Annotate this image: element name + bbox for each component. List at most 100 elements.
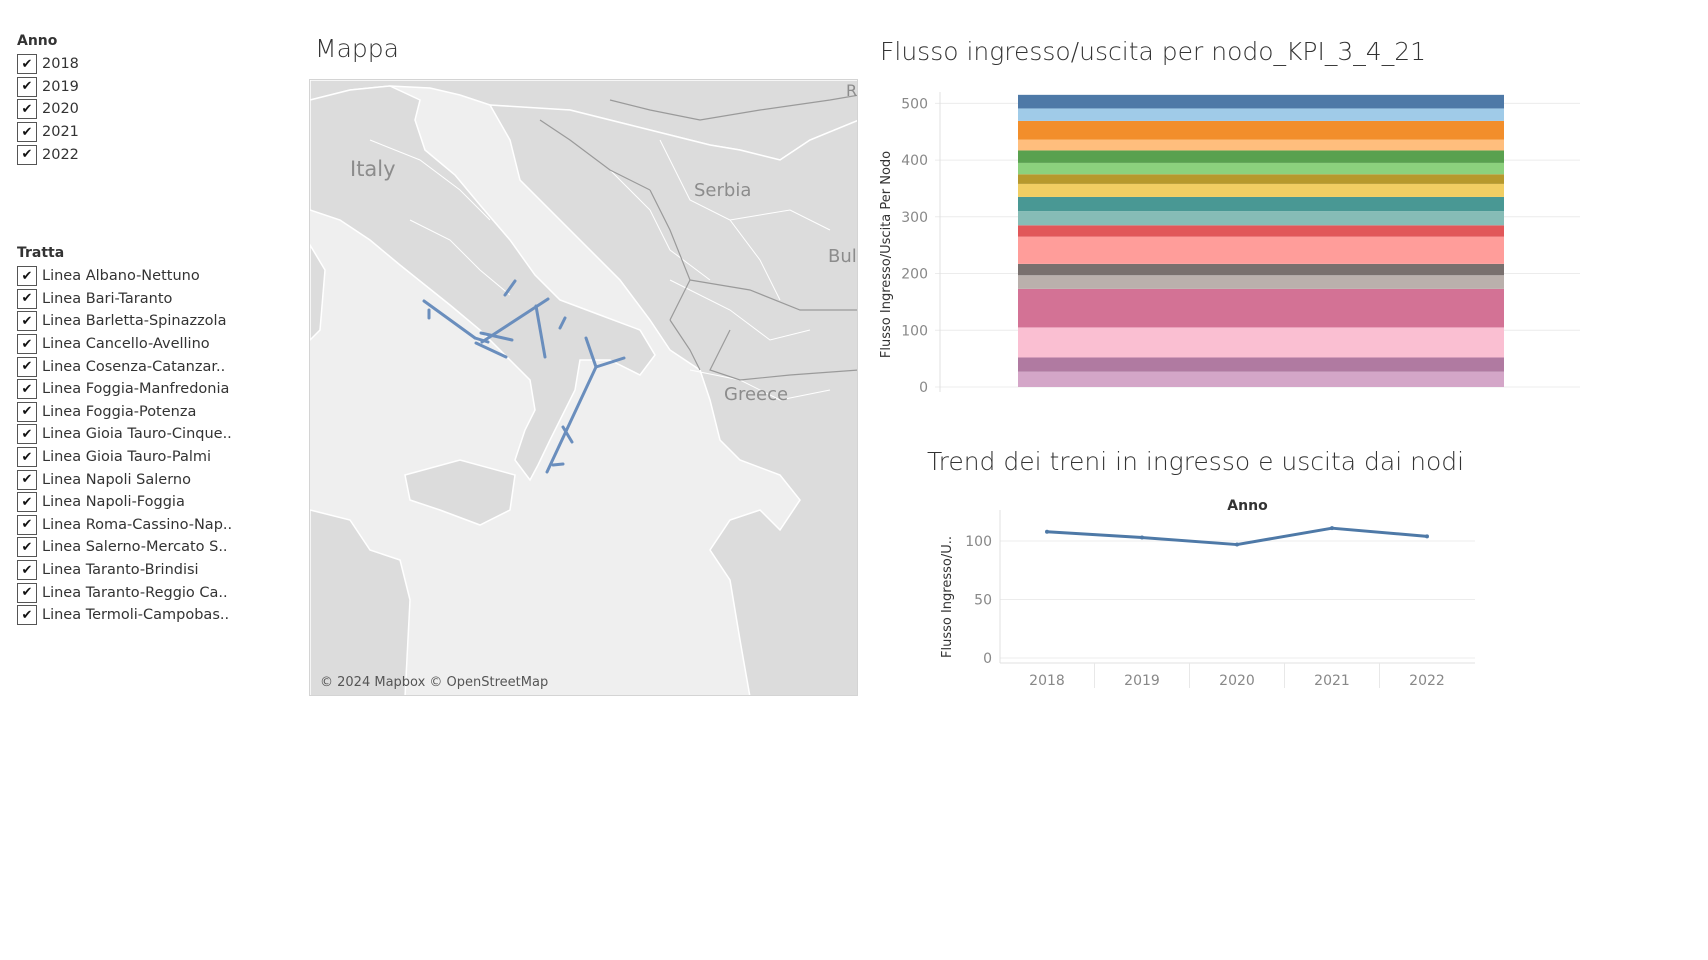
tratta-checkbox[interactable]: ✔: [17, 379, 37, 400]
anno-checkbox[interactable]: ✔: [17, 122, 37, 143]
tratta-option-label: Linea Termoli-Campobas..: [42, 607, 230, 624]
rail-salerno-mercato[interactable]: [474, 341, 508, 359]
bar-segment[interactable]: [1018, 263, 1504, 276]
bar-segment[interactable]: [1018, 150, 1504, 163]
map-canvas[interactable]: Italy Serbia Bulg Greece R: [310, 80, 858, 696]
tratta-option[interactable]: ✔ Linea Salerno-Mercato S..: [17, 536, 232, 559]
rail-foggia-potenza[interactable]: [534, 304, 547, 359]
bar-segment[interactable]: [1018, 288, 1504, 328]
line-chart-x-tick: 2018: [1029, 673, 1065, 689]
rail-cancello-avellino[interactable]: [479, 331, 514, 342]
tratta-option-label: Linea Salerno-Mercato S..: [42, 539, 228, 556]
bar-segment[interactable]: [1018, 327, 1504, 358]
tratta-checkbox[interactable]: ✔: [17, 266, 37, 287]
tratta-option[interactable]: ✔ Linea Cosenza-Catanzar..: [17, 355, 232, 378]
bar-chart-y-tick: 200: [901, 267, 928, 283]
bar-segment[interactable]: [1018, 139, 1504, 151]
tratta-option-label: Linea Foggia-Potenza: [42, 403, 197, 420]
line-chart-y-tick: 100: [965, 534, 992, 550]
rail-napoli-salerno[interactable]: [473, 336, 490, 344]
tratta-option[interactable]: ✔ Linea Gioia Tauro-Palmi: [17, 446, 232, 469]
anno-option[interactable]: ✔ 2019: [17, 76, 79, 99]
line-point[interactable]: [1045, 529, 1049, 534]
map-view[interactable]: Italy Serbia Bulg Greece R © 2024 Mapbox…: [309, 79, 858, 696]
tratta-option-label: Linea Taranto-Brindisi: [42, 562, 199, 579]
bar-segment[interactable]: [1018, 211, 1504, 226]
rail-taranto-brindisi[interactable]: [594, 356, 626, 369]
rail-barletta-spinazzola[interactable]: [558, 316, 567, 330]
line-chart-x-tick: 2022: [1409, 673, 1445, 689]
rail-roma-cassino-napoli[interactable]: [422, 299, 477, 340]
tratta-checkbox[interactable]: ✔: [17, 401, 37, 422]
anno-option[interactable]: ✔ 2018: [17, 53, 79, 76]
map-credit: © 2024 Mapbox © OpenStreetMap: [320, 675, 549, 690]
bar-segment[interactable]: [1018, 162, 1504, 175]
rail-gioia-tauro-palmi[interactable]: [551, 462, 565, 467]
rail-taranto-reggio[interactable]: [545, 365, 598, 474]
bar-segment[interactable]: [1018, 357, 1504, 372]
bar-segment[interactable]: [1018, 275, 1504, 289]
tratta-option[interactable]: ✔ Linea Termoli-Campobas..: [17, 604, 232, 627]
tratta-checkbox[interactable]: ✔: [17, 560, 37, 581]
stacked-bar-chart[interactable]: Flusso Ingresso/Uscita Per Nodo 0 100 200 30…: [870, 82, 1600, 402]
tratta-option-label: Linea Napoli-Foggia: [42, 494, 185, 511]
bar-segment[interactable]: [1018, 108, 1504, 121]
tratta-option[interactable]: ✔ Linea Napoli Salerno: [17, 468, 232, 491]
tratta-option[interactable]: ✔ Linea Bari-Taranto: [17, 288, 232, 311]
filter-anno: Anno ✔ 2018 ✔ 2019 ✔ 2020 ✔ 2021 ✔ 2022: [17, 33, 79, 166]
tratta-option[interactable]: ✔ Linea Foggia-Manfredonia: [17, 378, 232, 401]
tratta-option[interactable]: ✔ Linea Barletta-Spinazzola: [17, 310, 232, 333]
anno-checkbox[interactable]: ✔: [17, 76, 37, 97]
anno-checkbox[interactable]: ✔: [17, 99, 37, 120]
line-chart[interactable]: Anno Flusso Ingresso/U.. 0 50 100 2018 2019 202…: [920, 490, 1480, 690]
bar-segment[interactable]: [1018, 371, 1504, 387]
anno-checkbox[interactable]: ✔: [17, 54, 37, 75]
line-point[interactable]: [1330, 526, 1334, 531]
line-series[interactable]: [1046, 526, 1428, 547]
anno-option-label: 2020: [42, 101, 79, 118]
line-point[interactable]: [1235, 542, 1239, 547]
bar-segment[interactable]: [1018, 120, 1504, 140]
tratta-option[interactable]: ✔ Linea Taranto-Reggio Ca..: [17, 581, 232, 604]
bar-segment[interactable]: [1018, 236, 1504, 264]
rail-bari-taranto[interactable]: [584, 336, 598, 369]
bar-segment[interactable]: [1018, 225, 1504, 237]
line-chart-title: Trend dei treni in ingresso e uscita dai…: [927, 447, 1465, 476]
line-point[interactable]: [1140, 535, 1144, 540]
tratta-checkbox[interactable]: ✔: [17, 582, 37, 603]
bar-chart-y-tick: 400: [901, 153, 928, 169]
line-chart-x-tick: 2019: [1124, 673, 1160, 689]
tratta-option[interactable]: ✔ Linea Foggia-Potenza: [17, 401, 232, 424]
tratta-option[interactable]: ✔ Linea Napoli-Foggia: [17, 491, 232, 514]
bar-segment[interactable]: [1018, 174, 1504, 184]
line-chart-y-label: Flusso Ingresso/U..: [940, 536, 955, 658]
rail-cosenza-catanzaro[interactable]: [561, 425, 574, 444]
tratta-checkbox[interactable]: ✔: [17, 447, 37, 468]
tratta-checkbox[interactable]: ✔: [17, 605, 37, 626]
tratta-checkbox[interactable]: ✔: [17, 537, 37, 558]
tratta-checkbox[interactable]: ✔: [17, 334, 37, 355]
tratta-checkbox[interactable]: ✔: [17, 356, 37, 377]
tratta-option[interactable]: ✔ Linea Taranto-Brindisi: [17, 559, 232, 582]
bar-segment[interactable]: [1018, 183, 1504, 197]
railway-lines[interactable]: [422, 279, 626, 474]
tratta-option[interactable]: ✔ Linea Gioia Tauro-Cinque..: [17, 423, 232, 446]
anno-option[interactable]: ✔ 2021: [17, 121, 79, 144]
tratta-checkbox[interactable]: ✔: [17, 469, 37, 490]
anno-option[interactable]: ✔ 2020: [17, 98, 79, 121]
tratta-checkbox[interactable]: ✔: [17, 311, 37, 332]
anno-checkbox[interactable]: ✔: [17, 144, 37, 165]
bar-segment[interactable]: [1018, 94, 1504, 109]
tratta-option[interactable]: ✔ Linea Roma-Cassino-Nap..: [17, 514, 232, 537]
tratta-option[interactable]: ✔ Linea Albano-Nettuno: [17, 265, 232, 288]
tratta-checkbox[interactable]: ✔: [17, 424, 37, 445]
line-point[interactable]: [1425, 534, 1429, 539]
tratta-checkbox[interactable]: ✔: [17, 288, 37, 309]
bar-segment[interactable]: [1018, 196, 1504, 212]
rail-termoli-campobasso[interactable]: [503, 279, 517, 297]
tratta-option[interactable]: ✔ Linea Cancello-Avellino: [17, 333, 232, 356]
anno-option[interactable]: ✔ 2022: [17, 143, 79, 166]
tratta-checkbox[interactable]: ✔: [17, 492, 37, 513]
tratta-checkbox[interactable]: ✔: [17, 514, 37, 535]
filter-anno-list: ✔ 2018 ✔ 2019 ✔ 2020 ✔ 2021 ✔ 2022: [17, 53, 79, 166]
